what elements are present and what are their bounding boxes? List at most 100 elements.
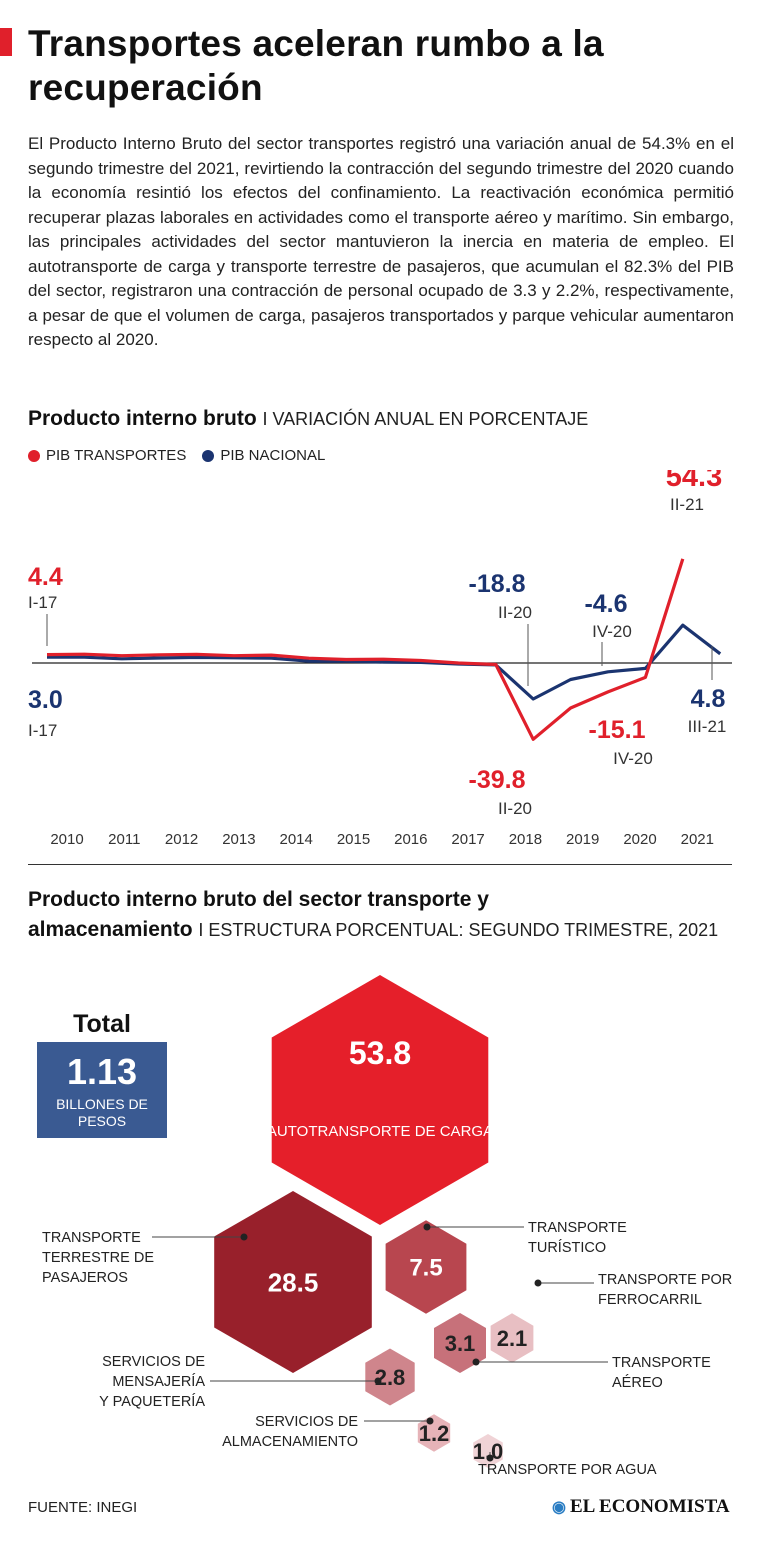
data-label-period: III-21 <box>688 717 727 736</box>
data-label-value: 3.0 <box>28 686 63 714</box>
hex-value-label: 3.1 <box>445 1331 476 1356</box>
x-tick-label: 2010 <box>50 831 83 848</box>
series-line-transportes <box>46 558 685 741</box>
callout-dot <box>374 1377 382 1385</box>
category-label-line: TRANSPORTE POR <box>598 1272 732 1288</box>
category-label-line: PASAJEROS <box>42 1270 128 1286</box>
chart2-heading: Producto interno bruto del sector transp… <box>28 885 718 945</box>
category-label-line: AÉREO <box>612 1374 663 1391</box>
source-note: FUENTE: INEGI <box>28 1499 138 1516</box>
callout-dot <box>472 1358 480 1366</box>
hex-transporte-por-ferrocarril <box>490 1313 534 1363</box>
category-label: SERVICIOS DE MENSAJERÍA Y PAQUETERÍA <box>99 1354 205 1410</box>
x-tick-label: 2013 <box>222 831 255 848</box>
chart1-heading: Producto interno bruto I VARIACIÓN ANUAL… <box>28 404 588 434</box>
hex-value-label: 2.1 <box>497 1326 528 1351</box>
callout-dot <box>240 1233 248 1241</box>
hex-value-label: 53.8 <box>349 1035 411 1071</box>
category-label: SERVICIOS DE ALMACENAMIENTO <box>222 1414 358 1450</box>
x-tick-label: 2019 <box>566 831 599 848</box>
total-label: Total <box>73 1010 131 1038</box>
category-label-line: ALMACENAMIENTO <box>222 1434 358 1450</box>
hex-servicios-de-mensajer-a-y-paqueter-a <box>365 1348 415 1406</box>
hex-value-label: 28.5 <box>268 1267 319 1297</box>
data-label-period: II-20 <box>498 603 532 622</box>
data-label-value: 4.8 <box>691 685 726 713</box>
data-label-value: -15.1 <box>589 716 646 744</box>
chart2-title-line2: almacenamiento <box>28 918 193 941</box>
legend-item-transportes: PIB TRANSPORTES <box>28 447 186 464</box>
hex-servicios-de-almacenamiento <box>417 1414 451 1452</box>
category-label-line: Y PAQUETERÍA <box>99 1393 205 1410</box>
category-label: TRANSPORTE AÉREO <box>612 1355 711 1391</box>
data-label-period: IV-20 <box>613 749 653 768</box>
legend-label-nacional: PIB NACIONAL <box>220 447 326 464</box>
total-value: 1.13 <box>66 1051 138 1092</box>
hex-value-label: 2.8 <box>375 1365 406 1390</box>
data-label-period: IV-20 <box>592 622 632 641</box>
x-tick-label: 2020 <box>623 831 656 848</box>
callout-dot <box>426 1417 434 1425</box>
category-label: TRANSPORTE POR FERROCARRIL <box>598 1272 732 1308</box>
x-tick-label: 2012 <box>165 831 198 848</box>
category-label-line: SERVICIOS DE <box>102 1354 205 1370</box>
x-tick-label: 2014 <box>280 831 313 848</box>
hex-transporte-por-agua <box>473 1434 503 1468</box>
series-line-nacional <box>47 623 722 701</box>
data-label-value: -4.6 <box>584 590 627 618</box>
legend-swatch-transportes <box>28 449 40 462</box>
brand-icon: ◉ <box>552 1499 566 1516</box>
total-unit: BILLONES DE PESOS <box>56 1096 148 1129</box>
section-divider <box>28 864 732 865</box>
category-label-line: TRANSPORTE POR AGUA <box>478 1462 657 1478</box>
x-tick-label: 2011 <box>108 831 140 848</box>
page-title: Transportes aceleran rumbo a la recupera… <box>28 23 604 108</box>
data-label-period: II-20 <box>498 799 532 818</box>
chart1-legend: PIB TRANSPORTES PIB NACIONAL <box>28 447 325 464</box>
category-label: TRANSPORTE TURÍSTICO <box>528 1220 627 1256</box>
line-chart: 2010 2011 2012 2013 2014 2015 2016 2017 2018 2019… <box>28 470 732 848</box>
chart1-subtitle: I VARIACIÓN ANUAL EN PORCENTAJE <box>262 409 589 429</box>
hex-transporte-terrestre-de-pasajeros <box>214 1191 372 1373</box>
callout-dot <box>486 1454 494 1462</box>
category-label-line: SERVICIOS DE <box>255 1414 358 1430</box>
x-tick-label: 2018 <box>509 831 542 848</box>
data-label-period: I-17 <box>28 593 57 612</box>
data-label-period: II-21 <box>670 495 704 514</box>
category-label-line: FERROCARRIL <box>598 1292 702 1308</box>
x-tick-label: 2017 <box>451 831 484 848</box>
hex-autotransporte-de-carga <box>271 975 489 1225</box>
category-label-line: TRANSPORTE <box>528 1220 627 1236</box>
data-label-value: 4.4 <box>28 563 63 591</box>
category-label-line: TRANSPORTE <box>42 1230 141 1246</box>
hex-category-label: AUTOTRANSPORTE DE CARGA <box>267 1123 493 1140</box>
brand-logo: ◉ EL ECONOMISTA <box>552 1496 730 1518</box>
callout-dot <box>423 1223 431 1231</box>
data-label-value: -18.8 <box>469 570 526 598</box>
data-label-value: -39.8 <box>469 766 526 794</box>
category-label-line: TRANSPORTE <box>612 1355 711 1371</box>
chart1-title: Producto interno bruto <box>28 407 257 430</box>
data-label-period: I-17 <box>28 721 57 740</box>
category-label: TRANSPORTE TERRESTRE DE PASAJEROS <box>42 1230 154 1286</box>
title-accent-bar <box>0 28 12 56</box>
category-label-line: TERRESTRE DE <box>42 1250 154 1266</box>
hex-value-label: 1.2 <box>419 1421 450 1446</box>
category-label: TRANSPORTE POR AGUA <box>478 1462 657 1478</box>
x-tick-label: 2016 <box>394 831 427 848</box>
chart2-subtitle: I ESTRUCTURA PORCENTUAL: SEGUNDO TRIMEST… <box>198 920 719 940</box>
brand-name: EL ECONOMISTA <box>569 1496 730 1517</box>
hex-transporte-a-reo <box>434 1313 486 1373</box>
total-box: 1.13 BILLONES DE PESOS <box>37 1042 167 1138</box>
hex-value-label: 7.5 <box>409 1255 442 1282</box>
chart2-title-line1: Producto interno bruto del sector transp… <box>28 888 489 911</box>
legend-label-transportes: PIB TRANSPORTES <box>46 447 187 464</box>
x-tick-label: 2021 <box>681 831 714 848</box>
callout-dot <box>534 1279 542 1287</box>
hex-chart: 53.8 AUTOTRANSPORTE DE CARGA 28.5 7.5 3.1 2.8… <box>42 975 732 1478</box>
hex-transporte-tur-stico <box>385 1220 467 1314</box>
category-label-line: MENSAJERÍA <box>112 1373 205 1390</box>
legend-swatch-nacional <box>202 449 215 462</box>
data-label-value: 54.3 <box>666 470 722 493</box>
intro-paragraph: El Producto Interno Bruto del sector tra… <box>28 134 734 349</box>
